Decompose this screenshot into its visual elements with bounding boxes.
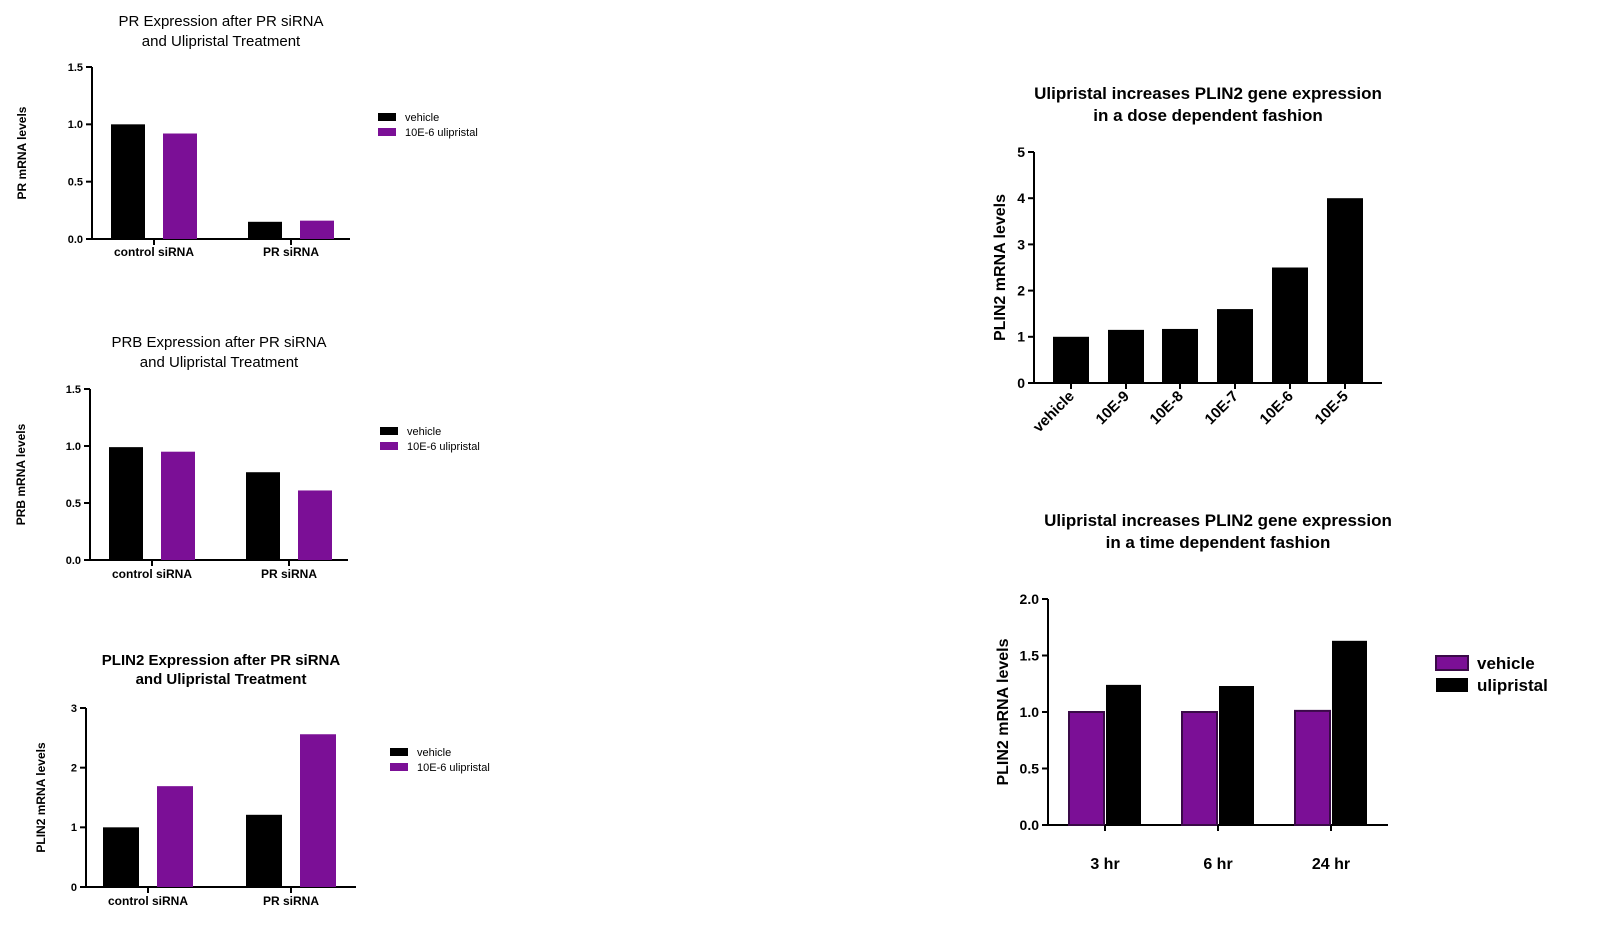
x-tick-label: 10E-7: [1202, 388, 1242, 428]
bar: [1162, 328, 1198, 383]
legend-label: vehicle: [417, 747, 451, 759]
x-tick-label: control siRNA: [108, 894, 188, 908]
y-tick-label: 1.0: [68, 119, 83, 131]
y-axis-label: PLIN2 mRNA levels: [992, 194, 1009, 341]
chart-2: PRB Expression after PR siRNA and Ulipris…: [14, 334, 480, 581]
chart-5: Ulipristal increases PLIN2 gene expressi…: [995, 511, 1548, 873]
y-tick-label: 4: [1017, 190, 1025, 206]
legend-swatch: [390, 748, 408, 756]
y-tick-label: 3: [71, 703, 77, 715]
y-tick-label: 0.0: [1020, 817, 1040, 833]
legend-label: ulipristal: [1477, 676, 1548, 695]
y-tick-label: 2.0: [1020, 591, 1040, 607]
legend-swatch: [1436, 678, 1468, 692]
bar: [248, 221, 282, 239]
y-tick-label: 0.5: [66, 498, 81, 510]
x-tick-label: 6 hr: [1203, 856, 1232, 873]
bar: [163, 133, 197, 239]
chart-title: and Ulipristal Treatment: [140, 354, 299, 371]
x-tick-label: PR siRNA: [263, 894, 319, 908]
bar: [1217, 309, 1253, 383]
chart-title: PRB Expression after PR siRNA: [111, 334, 326, 351]
y-tick-label: 0.0: [66, 555, 81, 567]
y-tick-label: 2: [71, 763, 77, 775]
x-tick-label: control siRNA: [112, 567, 192, 581]
legend-swatch: [378, 128, 396, 136]
y-axis-label: PRB mRNA levels: [14, 423, 28, 525]
chart-title: and Ulipristal Treatment: [136, 671, 307, 688]
x-tick-label: 10E-5: [1312, 388, 1352, 428]
y-tick-label: 1.5: [1020, 647, 1040, 663]
x-tick-label: control siRNA: [114, 245, 194, 259]
chart-1: PR Expression after PR siRNA and Uliprist…: [15, 13, 478, 259]
bar: [103, 827, 139, 887]
legend-label: vehicle: [405, 112, 439, 124]
y-tick-label: 0: [1017, 375, 1025, 391]
legend-swatch: [390, 763, 408, 771]
x-tick-label: 10E-8: [1147, 388, 1187, 428]
chart-title: PR Expression after PR siRNA: [118, 13, 323, 30]
chart-title: in a dose dependent fashion: [1093, 106, 1323, 125]
bar: [246, 814, 282, 887]
bar: [1272, 267, 1308, 383]
y-tick-label: 1.0: [1020, 704, 1040, 720]
y-tick-label: 0.5: [1020, 760, 1040, 776]
bar: [1106, 684, 1141, 825]
y-tick-label: 1.0: [66, 441, 81, 453]
y-tick-label: 3: [1017, 236, 1025, 252]
bar: [246, 472, 280, 560]
y-tick-label: 0.5: [68, 177, 83, 189]
y-tick-label: 0: [71, 882, 77, 894]
bar: [157, 786, 193, 887]
y-axis-label: PLIN2 mRNA levels: [995, 638, 1012, 785]
chart-4: Ulipristal increases PLIN2 gene expressi…: [992, 84, 1382, 436]
bar: [300, 734, 336, 887]
bar: [1327, 198, 1363, 383]
chart-title: Ulipristal increases PLIN2 gene expressi…: [1044, 511, 1392, 530]
y-axis-label: PR mRNA levels: [15, 106, 29, 199]
y-tick-label: 1: [71, 822, 77, 834]
legend-label: 10E-6 ulipristal: [417, 762, 490, 774]
bar: [1068, 711, 1105, 826]
bar: [161, 451, 195, 560]
x-tick-label: 10E-9: [1093, 388, 1133, 428]
chart-title: Ulipristal increases PLIN2 gene expressi…: [1034, 84, 1382, 103]
bar: [111, 124, 145, 239]
y-tick-label: 0.0: [68, 234, 83, 246]
chart-3: PLIN2 Expression after PR siRNA and Ulipr…: [34, 652, 490, 908]
bar: [1181, 711, 1218, 826]
bar: [1294, 709, 1331, 826]
legend-label: 10E-6 ulipristal: [407, 441, 480, 453]
bar: [109, 447, 143, 560]
bar: [1219, 686, 1254, 825]
y-tick-label: 1.5: [68, 62, 83, 74]
y-axis-label: PLIN2 mRNA levels: [34, 742, 48, 853]
legend-swatch: [380, 427, 398, 435]
y-tick-label: 5: [1017, 144, 1025, 160]
x-tick-label: vehicle: [1030, 388, 1078, 436]
legend-label: vehicle: [407, 426, 441, 438]
bar: [1053, 336, 1089, 383]
chart-title: and Ulipristal Treatment: [142, 33, 301, 50]
legend-label: 10E-6 ulipristal: [405, 127, 478, 139]
bar: [298, 490, 332, 560]
y-tick-label: 2: [1017, 283, 1025, 299]
legend-swatch: [380, 442, 398, 450]
bar: [1108, 329, 1144, 383]
legend-label: vehicle: [1477, 654, 1535, 673]
bar: [1332, 640, 1367, 825]
x-tick-label: PR siRNA: [263, 245, 319, 259]
x-tick-label: 10E-6: [1257, 388, 1297, 428]
chart-title: PLIN2 Expression after PR siRNA: [102, 652, 341, 669]
y-tick-label: 1: [1017, 329, 1025, 345]
x-tick-label: 3 hr: [1090, 856, 1119, 873]
legend-swatch: [1435, 655, 1469, 671]
x-tick-label: PR siRNA: [261, 567, 317, 581]
legend-swatch: [378, 113, 396, 121]
x-tick-label: 24 hr: [1312, 856, 1350, 873]
bar: [300, 220, 334, 239]
y-tick-label: 1.5: [66, 384, 81, 396]
chart-title: in a time dependent fashion: [1106, 533, 1331, 552]
